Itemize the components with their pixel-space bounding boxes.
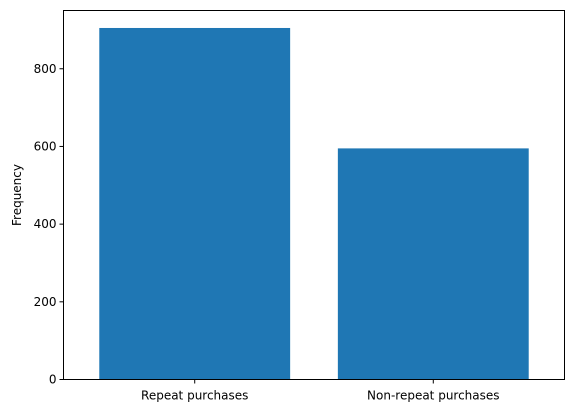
y-tick-label: 0 (49, 373, 57, 387)
x-tick-label: Repeat purchases (141, 389, 248, 403)
bar-1 (99, 27, 291, 380)
x-tick-label: Non-repeat purchases (367, 389, 500, 403)
y-axis-ticks: 0 200 400 600 800 (34, 62, 64, 387)
y-tick-label: 400 (34, 217, 57, 231)
y-tick-label: 600 (34, 139, 57, 153)
y-tick-label: 800 (34, 62, 57, 76)
plot-frame (63, 10, 565, 380)
x-axis-ticks: Repeat purchases Non-repeat purchases (141, 379, 500, 403)
bars-group (99, 27, 529, 380)
y-tick-label: 200 (34, 295, 57, 309)
bar-2 (337, 148, 529, 380)
y-axis-label: Frequency (10, 164, 24, 226)
